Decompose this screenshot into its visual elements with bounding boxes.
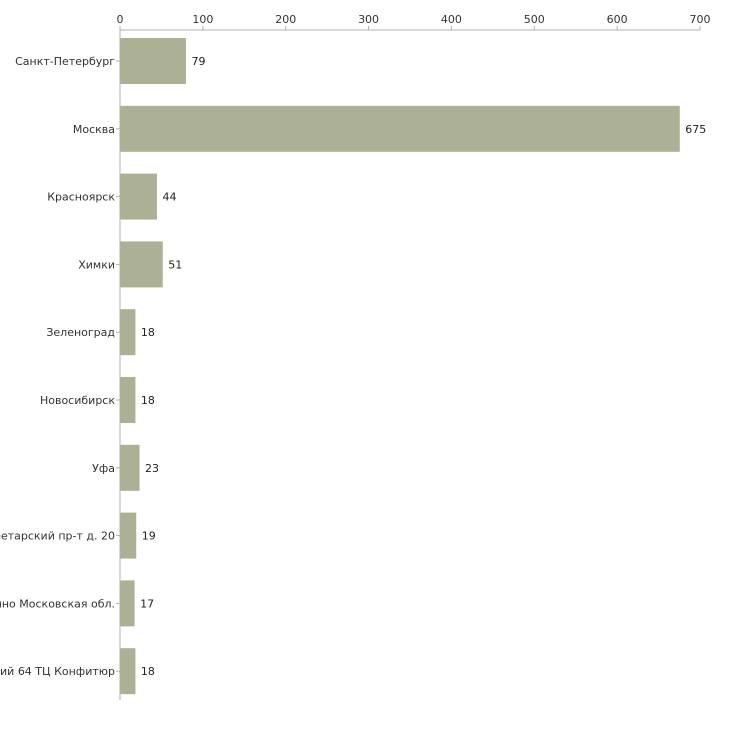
y-axis bbox=[116, 30, 121, 700]
value-label: 17 bbox=[140, 597, 154, 610]
category-label: Зеленоград bbox=[46, 326, 115, 339]
bar bbox=[120, 309, 136, 356]
x-tick-label: 300 bbox=[358, 13, 379, 26]
value-label: 23 bbox=[145, 462, 159, 475]
x-tick-label: 200 bbox=[275, 13, 296, 26]
value-label: 51 bbox=[168, 258, 182, 271]
x-axis: 0 100 200 300 400 500 600 700 bbox=[117, 13, 711, 31]
category-label: Санкт-Петербург bbox=[15, 55, 115, 68]
category-label: Химки bbox=[78, 258, 115, 271]
value-label: 44 bbox=[162, 191, 176, 204]
bar bbox=[120, 173, 157, 220]
value-label: 18 bbox=[141, 326, 155, 339]
x-tick-label: 700 bbox=[690, 13, 711, 26]
x-tick-label: 0 bbox=[117, 13, 124, 26]
value-label: 675 bbox=[685, 123, 706, 136]
x-tick-label: 100 bbox=[192, 13, 213, 26]
bar bbox=[120, 580, 135, 627]
bars bbox=[120, 38, 680, 695]
bar bbox=[120, 377, 136, 423]
category-label: Новосибирск bbox=[40, 394, 115, 407]
x-tick-label: 600 bbox=[607, 13, 628, 26]
value-label: 18 bbox=[141, 394, 155, 407]
bar bbox=[120, 648, 136, 695]
category-label: Москва bbox=[73, 123, 115, 136]
bar bbox=[120, 444, 140, 491]
x-tick-label: 400 bbox=[441, 13, 462, 26]
bar bbox=[120, 512, 137, 559]
bar bbox=[120, 105, 680, 152]
category-label: кий 64 ТЦ Конфитюр bbox=[0, 665, 115, 678]
category-label: Красноярск bbox=[47, 191, 115, 204]
value-labels: 79 675 44 51 18 18 23 19 17 18 bbox=[140, 55, 706, 678]
category-label: ино Московская обл. bbox=[0, 597, 115, 610]
bar bbox=[120, 241, 163, 288]
x-tick-label: 500 bbox=[524, 13, 545, 26]
bar bbox=[120, 38, 186, 84]
value-label: 19 bbox=[142, 530, 156, 543]
category-labels: Санкт-Петербург Москва Красноярск Химки Зеле… bbox=[0, 55, 115, 678]
category-label: летарский пр-т д. 20 bbox=[0, 530, 115, 543]
value-label: 18 bbox=[141, 665, 155, 678]
category-label: Уфа bbox=[92, 462, 115, 475]
value-label: 79 bbox=[191, 55, 205, 68]
